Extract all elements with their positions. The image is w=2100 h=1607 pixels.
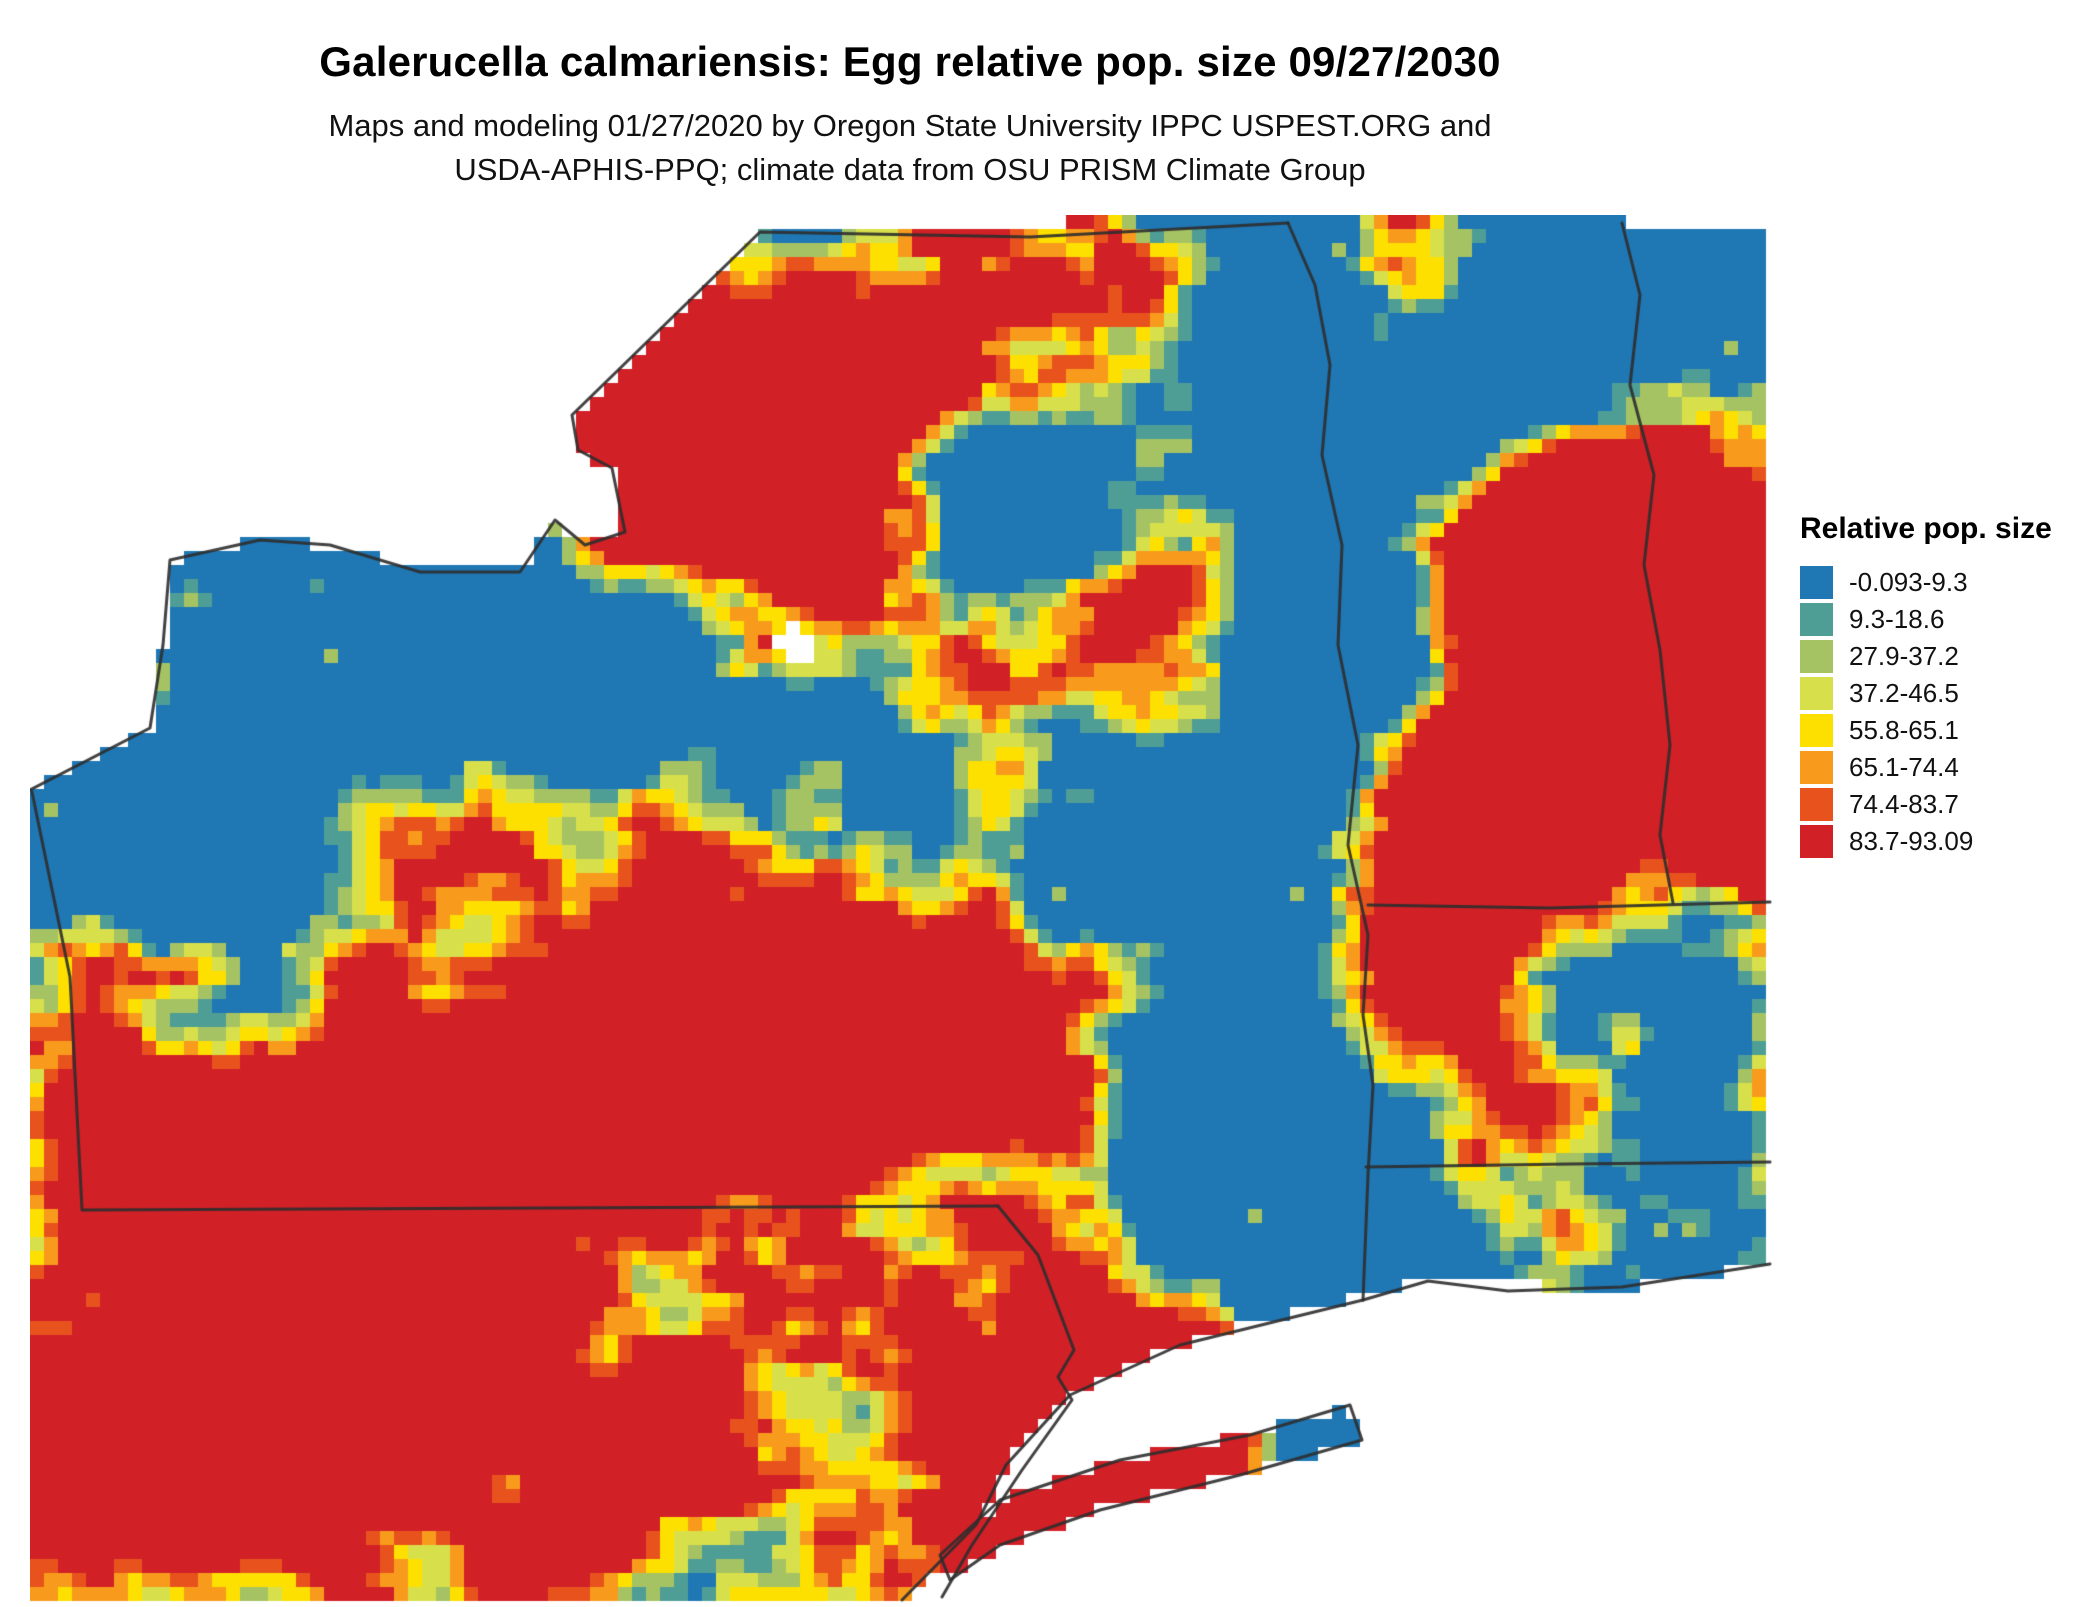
legend-row: 74.4-83.7 bbox=[1800, 786, 2100, 823]
legend-color-swatch bbox=[1800, 751, 1833, 784]
legend-color-swatch bbox=[1800, 566, 1833, 599]
legend-row: -0.093-9.3 bbox=[1800, 564, 2100, 601]
map-subtitle-line2: USDA-APHIS-PPQ; climate data from OSU PR… bbox=[454, 152, 1366, 187]
legend-color-swatch bbox=[1800, 825, 1833, 858]
legend-row: 9.3-18.6 bbox=[1800, 601, 2100, 638]
legend-row: 55.8-65.1 bbox=[1800, 712, 2100, 749]
map-canvas bbox=[30, 215, 1790, 1605]
legend-row: 37.2-46.5 bbox=[1800, 675, 2100, 712]
legend-color-swatch bbox=[1800, 788, 1833, 821]
legend-color-swatch bbox=[1800, 603, 1833, 636]
legend-range-label: 83.7-93.09 bbox=[1849, 826, 1974, 856]
legend-range-label: -0.093-9.3 bbox=[1849, 567, 1968, 597]
legend-range-label: 27.9-37.2 bbox=[1849, 641, 1959, 671]
legend-row: 83.7-93.09 bbox=[1800, 823, 2100, 860]
legend-title: Relative pop. size bbox=[1800, 512, 2052, 545]
legend-row: 27.9-37.2 bbox=[1800, 638, 2100, 675]
legend-color-swatch bbox=[1800, 640, 1833, 673]
legend-range-label: 37.2-46.5 bbox=[1849, 678, 1959, 708]
map-subtitle: Maps and modeling 01/27/2020 by Oregon S… bbox=[30, 104, 1790, 192]
header: Galerucella calmariensis: Egg relative p… bbox=[30, 38, 1790, 192]
legend-range-label: 74.4-83.7 bbox=[1849, 789, 1959, 819]
legend-color-swatch bbox=[1800, 714, 1833, 747]
map-title: Galerucella calmariensis: Egg relative p… bbox=[319, 38, 1501, 85]
legend-range-label: 65.1-74.4 bbox=[1849, 752, 1959, 782]
map-subtitle-line1: Maps and modeling 01/27/2020 by Oregon S… bbox=[328, 108, 1492, 143]
legend-range-label: 55.8-65.1 bbox=[1849, 715, 1959, 745]
legend: Relative pop. size -0.093-9.3 9.3-18.6 27.… bbox=[1800, 512, 2100, 860]
legend-range-label: 9.3-18.6 bbox=[1849, 604, 1945, 634]
legend-row: 65.1-74.4 bbox=[1800, 749, 2100, 786]
legend-entries: -0.093-9.3 9.3-18.6 27.9-37.2 37.2-46.5 55.8… bbox=[1800, 564, 2100, 860]
legend-color-swatch bbox=[1800, 677, 1833, 710]
